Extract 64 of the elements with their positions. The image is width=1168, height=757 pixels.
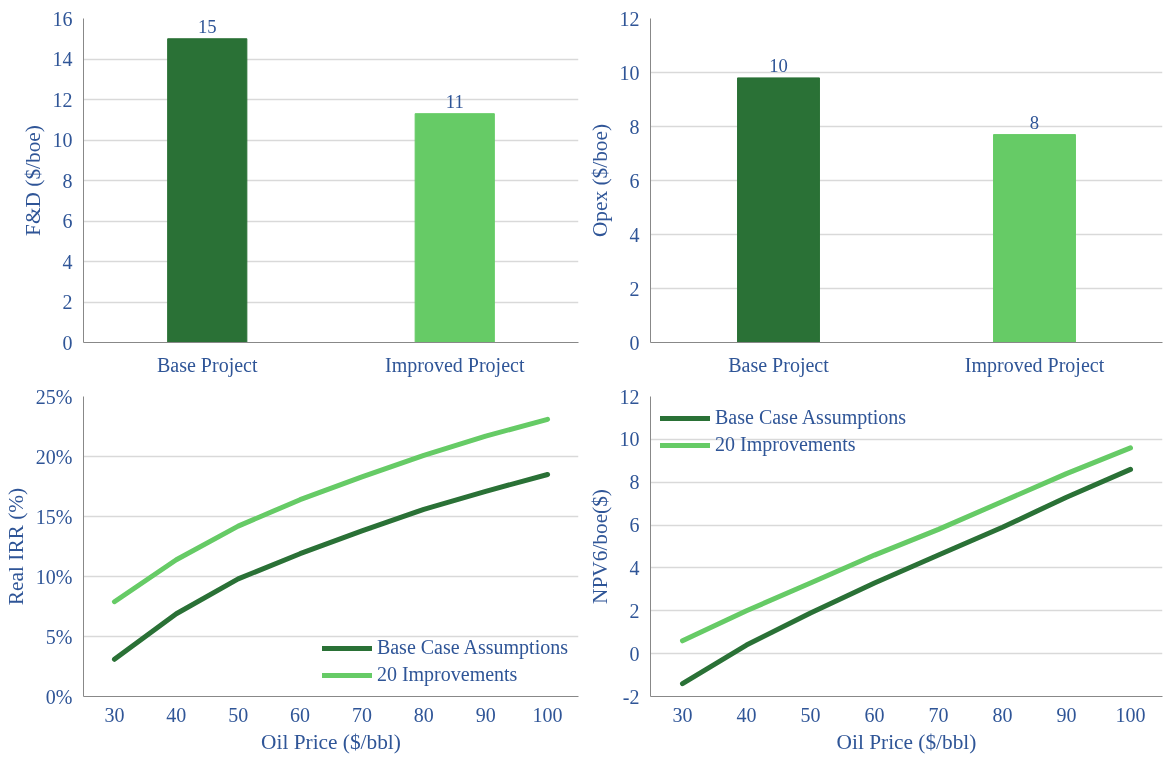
y-tick-label: 4: [629, 556, 640, 579]
y-tick-label: 10: [52, 129, 73, 151]
y-axis-title: Opex ($/boe): [587, 123, 612, 238]
x-tick-label: 30: [672, 703, 693, 726]
y-tick-label: 0: [62, 331, 73, 354]
y-axis-title: Real IRR (%): [3, 487, 28, 606]
y-tick-label: 10%: [35, 565, 73, 588]
x-tick-label: Improved Project: [964, 353, 1105, 377]
y-tick-label: 25%: [35, 385, 73, 408]
y-tick-label: 16: [52, 7, 73, 30]
x-axis-title: Oil Price ($/bbl): [836, 729, 977, 754]
x-tick-label: 30: [104, 703, 125, 726]
x-tick-label: Improved Project: [385, 353, 525, 377]
x-tick-label: 80: [992, 703, 1013, 726]
x-tick-label: 70: [351, 703, 372, 726]
data-label: 8: [1029, 111, 1040, 133]
y-tick-label: 6: [62, 210, 73, 232]
y-tick-label: 12: [52, 88, 73, 111]
y-tick-label: 12: [619, 385, 640, 408]
y-tick-label: 2: [62, 291, 73, 313]
x-tick-label: 40: [166, 703, 187, 726]
y-tick-label: 14: [52, 48, 73, 70]
x-tick-label: 90: [1056, 703, 1077, 726]
x-tick-label: 90: [475, 703, 496, 726]
y-tick-label: 15%: [35, 505, 73, 528]
y-tick-label: 10: [619, 61, 640, 84]
x-tick-label: 60: [864, 703, 885, 726]
y-tick-label: 8: [629, 471, 640, 494]
y-tick-label: 20%: [35, 445, 73, 468]
y-tick-label: 8: [62, 169, 73, 192]
x-tick-label: 50: [800, 703, 821, 726]
x-tick-label: Base Project: [156, 353, 258, 377]
x-tick-label: Base Project: [728, 353, 830, 377]
y-tick-label: 4: [62, 250, 73, 273]
x-tick-label: 60: [290, 703, 311, 726]
y-tick-label: 0%: [45, 685, 73, 708]
x-tick-label: 100: [1115, 703, 1146, 726]
legend-label: 20 Improvements: [376, 663, 518, 686]
data-label: 15: [197, 15, 217, 37]
x-tick-label: 100: [532, 703, 563, 726]
y-tick-label: 8: [629, 115, 640, 138]
data-label: 11: [445, 90, 464, 112]
y-tick-label: 0: [629, 642, 640, 665]
legend-label: 20 Improvements: [715, 433, 856, 456]
data-label: 10: [769, 54, 788, 76]
legend-label: Base Case Assumptions: [715, 406, 907, 429]
y-axis-title: F&D ($/boe): [20, 125, 45, 236]
y-tick-label: 5%: [45, 625, 73, 648]
legend-label: Base Case Assumptions: [376, 636, 568, 659]
x-tick-label: 70: [928, 703, 949, 726]
y-tick-label: -2: [622, 685, 640, 708]
y-tick-label: 6: [629, 169, 640, 192]
y-tick-label: 6: [629, 514, 640, 537]
y-axis-title: NPV6/boe($): [587, 489, 612, 604]
x-tick-label: 80: [413, 703, 434, 726]
y-tick-label: 0: [629, 331, 640, 354]
x-axis-title: Oil Price ($/bbl): [261, 729, 401, 754]
y-tick-label: 2: [629, 599, 640, 622]
y-tick-label: 2: [629, 277, 640, 300]
x-tick-label: 40: [736, 703, 757, 726]
y-tick-label: 12: [619, 7, 640, 30]
y-tick-label: 4: [629, 223, 640, 246]
x-tick-label: 50: [228, 703, 249, 726]
y-tick-label: 10: [619, 428, 640, 451]
